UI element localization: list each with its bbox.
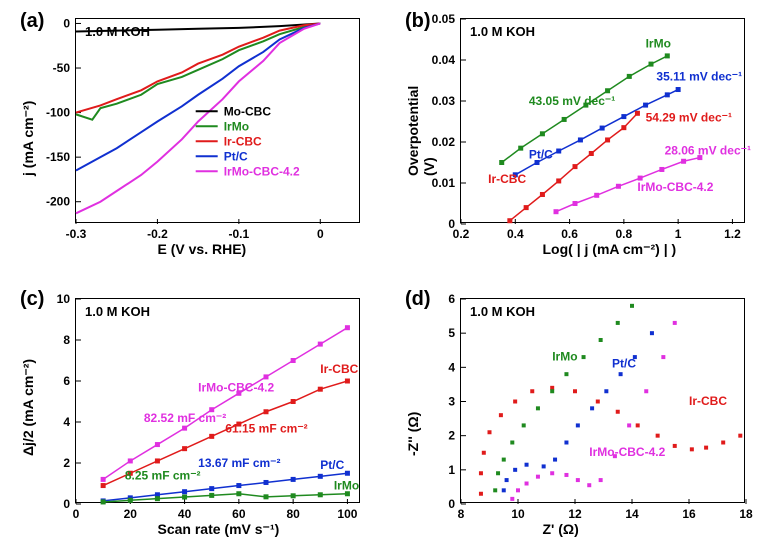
panel-c-label: (c)	[20, 288, 44, 311]
svg-text:Ir-CBC: Ir-CBC	[224, 134, 262, 148]
svg-text:Mo-CBC: Mo-CBC	[224, 104, 272, 118]
panel-d-ylabel: -Z'' (Ω)	[405, 346, 421, 456]
svg-text:6: 6	[63, 374, 70, 388]
svg-text:0.8: 0.8	[616, 227, 633, 241]
svg-text:1.2: 1.2	[724, 227, 741, 241]
svg-text:4: 4	[448, 360, 455, 374]
svg-text:-0.1: -0.1	[229, 227, 250, 241]
svg-text:80: 80	[286, 507, 300, 521]
svg-text:82.52 mF cm⁻²: 82.52 mF cm⁻²	[144, 411, 226, 425]
svg-text:-150: -150	[46, 150, 70, 164]
svg-text:0.05: 0.05	[432, 12, 456, 26]
svg-text:Pt/C: Pt/C	[224, 149, 248, 163]
panel-c-xlabel: Scan rate (mV s⁻¹)	[158, 521, 280, 538]
svg-text:13.67 mF cm⁻²: 13.67 mF cm⁻²	[198, 456, 280, 470]
svg-text:-50: -50	[53, 61, 71, 75]
svg-text:40: 40	[178, 507, 192, 521]
svg-text:1: 1	[675, 227, 682, 241]
svg-text:0: 0	[73, 507, 80, 521]
panel-b-label: (b)	[405, 10, 431, 33]
svg-text:-100: -100	[46, 106, 70, 120]
svg-text:-0.2: -0.2	[147, 227, 168, 241]
svg-text:8.25 mF cm⁻²: 8.25 mF cm⁻²	[125, 468, 201, 482]
svg-text:Pt/C: Pt/C	[529, 147, 553, 161]
svg-text:61.15 mF cm⁻²: 61.15 mF cm⁻²	[225, 421, 307, 435]
svg-text:IrMo: IrMo	[224, 119, 249, 133]
svg-text:3: 3	[448, 395, 455, 409]
svg-text:18: 18	[739, 507, 753, 521]
svg-text:0.6: 0.6	[561, 227, 578, 241]
svg-text:Ir-CBC: Ir-CBC	[689, 394, 727, 408]
panel-d-label: (d)	[405, 288, 431, 311]
panel-a-label: (a)	[20, 10, 44, 33]
svg-text:IrMo-CBC-4.2: IrMo-CBC-4.2	[224, 164, 300, 178]
svg-text:12: 12	[568, 507, 582, 521]
svg-text:-0.3: -0.3	[66, 227, 87, 241]
svg-text:5: 5	[448, 326, 455, 340]
svg-text:43.05 mV dec⁻¹: 43.05 mV dec⁻¹	[529, 94, 615, 108]
svg-text:8: 8	[458, 507, 465, 521]
svg-text:-200: -200	[46, 195, 70, 209]
panel-b-plot: 0.20.40.60.811.200.010.020.030.040.05IrM…	[460, 18, 745, 223]
svg-text:2: 2	[63, 456, 70, 470]
panel-d-electrolyte: 1.0 M KOH	[470, 304, 535, 319]
svg-text:0: 0	[448, 217, 455, 231]
panel-d-xlabel: Z' (Ω)	[543, 521, 579, 537]
svg-text:14: 14	[625, 507, 639, 521]
svg-text:2: 2	[448, 429, 455, 443]
svg-text:28.06 mV dec⁻¹: 28.06 mV dec⁻¹	[665, 143, 751, 157]
svg-text:IrMo-CBC-4.2: IrMo-CBC-4.2	[589, 445, 665, 459]
panel-c-ylabel: Δj/2 (mA cm⁻²)	[20, 346, 36, 456]
svg-text:4: 4	[63, 415, 70, 429]
svg-text:20: 20	[124, 507, 138, 521]
panel-c-plot: 0204060801000246810IrMo-CBC-4.282.52 mF …	[75, 298, 360, 503]
panel-b-xlabel: Log( | j (mA cm⁻²) | )	[543, 241, 677, 258]
svg-text:6: 6	[448, 292, 455, 306]
svg-text:Pt/C: Pt/C	[320, 458, 344, 472]
svg-text:0: 0	[63, 16, 70, 30]
svg-text:60: 60	[232, 507, 246, 521]
svg-text:IrMo: IrMo	[646, 37, 671, 51]
svg-text:10: 10	[511, 507, 525, 521]
svg-text:Pt/C: Pt/C	[612, 356, 636, 370]
svg-text:100: 100	[337, 507, 357, 521]
panel-a-xlabel: E (V vs. RHE)	[158, 241, 247, 257]
panel-c-electrolyte: 1.0 M KOH	[85, 304, 150, 319]
svg-text:10: 10	[57, 292, 71, 306]
svg-text:IrMo-CBC-4.2: IrMo-CBC-4.2	[637, 180, 713, 194]
svg-text:0: 0	[317, 227, 324, 241]
svg-text:IrMo: IrMo	[552, 350, 577, 364]
svg-text:35.11 mV dec⁻¹: 35.11 mV dec⁻¹	[656, 70, 742, 84]
svg-text:16: 16	[682, 507, 696, 521]
svg-text:0: 0	[448, 497, 455, 511]
svg-text:0.2: 0.2	[453, 227, 470, 241]
panel-d-plot: 810121416180123456IrMoPt/CIr-CBCIrMo-CBC…	[460, 298, 745, 503]
svg-text:IrMo: IrMo	[334, 479, 359, 493]
svg-text:Ir-CBC: Ir-CBC	[488, 172, 526, 186]
svg-text:Ir-CBC: Ir-CBC	[320, 362, 358, 376]
svg-text:0.04: 0.04	[432, 53, 456, 67]
svg-text:8: 8	[63, 333, 70, 347]
panel-a-plot: -0.3-0.2-0.10-200-150-100-500Mo-CBCIrMoI…	[75, 18, 360, 223]
panel-a-ylabel: j (mA cm⁻²)	[20, 66, 36, 176]
svg-text:0.01: 0.01	[432, 176, 456, 190]
panel-a-electrolyte: 1.0 M KOH	[85, 24, 150, 39]
panel-b-electrolyte: 1.0 M KOH	[470, 24, 535, 39]
panel-b-ylabel: Overpotential (V)	[405, 66, 437, 176]
svg-text:IrMo-CBC-4.2: IrMo-CBC-4.2	[198, 380, 274, 394]
svg-text:54.29 mV dec⁻¹: 54.29 mV dec⁻¹	[646, 111, 732, 125]
svg-text:0.4: 0.4	[507, 227, 524, 241]
svg-text:0: 0	[63, 497, 70, 511]
svg-text:1: 1	[448, 463, 455, 477]
